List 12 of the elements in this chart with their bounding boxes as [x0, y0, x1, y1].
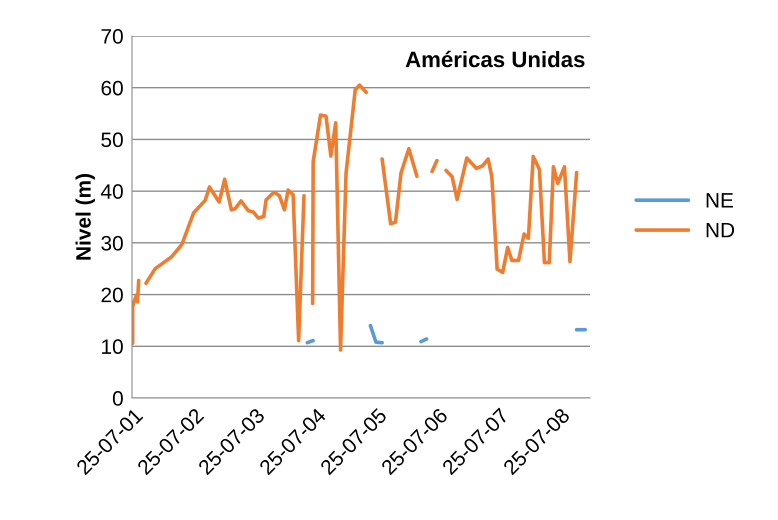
legend-label: ND — [706, 222, 734, 238]
y-tick-label: 0 — [112, 391, 123, 406]
y-tick-label: 20 — [102, 288, 123, 302]
y-tick-label: 60 — [102, 80, 123, 96]
y-tick-label: 50 — [101, 132, 123, 148]
y-tick-label: 10 — [102, 339, 123, 354]
y-tick-label: 70 — [102, 29, 123, 44]
y-tick-label: 30 — [101, 236, 123, 251]
text: Américas Unidas — [406, 50, 585, 68]
y-tick-label: 40 — [100, 184, 123, 199]
y-axis-title: Nivel (m) — [76, 174, 95, 260]
legend-label: NE — [706, 193, 734, 208]
